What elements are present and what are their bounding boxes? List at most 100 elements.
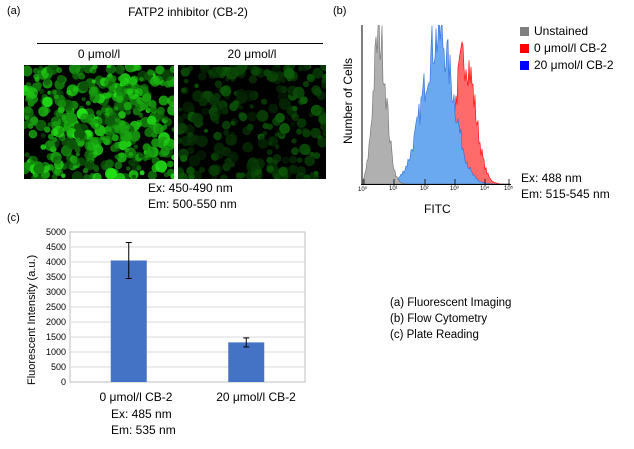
figure-key: (a) Fluorescent Imaging (b) Flow Cytomet… xyxy=(390,295,511,343)
cell xyxy=(74,128,86,140)
cell xyxy=(300,96,308,105)
cell xyxy=(71,171,83,179)
panel-b-ex: Ex: 488 nm xyxy=(521,171,582,185)
cell xyxy=(100,134,106,141)
cell xyxy=(182,101,195,114)
cell xyxy=(262,122,269,129)
cell xyxy=(56,74,66,84)
cell xyxy=(303,174,310,179)
cell xyxy=(196,150,207,161)
bar-category-0: 0 μmol/l CB-2 xyxy=(99,390,173,404)
cell xyxy=(142,143,151,152)
cell xyxy=(279,76,287,83)
cell xyxy=(42,96,53,108)
legend-item-unstained: Unstained xyxy=(520,24,588,38)
panel-c-ex: Ex: 485 nm xyxy=(111,407,172,421)
cell xyxy=(296,118,307,128)
cell xyxy=(207,69,213,75)
cell xyxy=(53,125,65,138)
cell xyxy=(309,151,315,157)
cell xyxy=(266,156,274,164)
cell xyxy=(114,124,124,134)
cell xyxy=(191,112,204,125)
flow-legend: Unstained 0 μmol/l CB-2 20 μmol/l CB-2 xyxy=(520,24,630,84)
cell xyxy=(108,85,116,93)
cell xyxy=(75,137,81,143)
cell xyxy=(272,154,282,163)
cell xyxy=(263,69,272,77)
cell xyxy=(133,144,139,149)
cell xyxy=(277,91,289,102)
cell xyxy=(313,152,321,159)
cell xyxy=(194,83,199,89)
cell xyxy=(291,105,298,112)
cell xyxy=(130,139,136,145)
y-tick-label: 5000 xyxy=(46,227,66,237)
cell xyxy=(214,80,223,88)
cell xyxy=(142,104,149,110)
y-tick-label: 1000 xyxy=(46,347,66,357)
cell xyxy=(180,67,191,77)
cell xyxy=(26,87,38,99)
cell xyxy=(131,174,137,179)
y-tick-label: 2000 xyxy=(46,317,66,327)
cell xyxy=(167,104,174,116)
cell xyxy=(128,76,138,86)
cell xyxy=(322,130,326,137)
y-tick-label: 0 xyxy=(61,377,66,386)
cell xyxy=(40,144,47,150)
y-tick-label: 3000 xyxy=(46,287,66,297)
cell xyxy=(98,114,109,126)
cell xyxy=(312,67,324,79)
cell xyxy=(306,73,314,81)
flow-cytometry-plot xyxy=(361,6,511,185)
cell xyxy=(33,67,39,74)
legend-item-20-umol: 20 μmol/l CB-2 xyxy=(520,58,614,72)
cell xyxy=(87,153,93,160)
cell xyxy=(146,115,157,126)
cell xyxy=(268,103,279,114)
cell xyxy=(248,75,258,84)
cell xyxy=(289,164,299,175)
cell xyxy=(190,134,198,142)
flow-tick-5: 10⁵ xyxy=(504,186,514,192)
cell xyxy=(27,123,34,129)
cell xyxy=(291,147,299,156)
cell xyxy=(242,142,253,153)
cell xyxy=(88,117,96,126)
cell xyxy=(131,162,141,172)
cell xyxy=(171,154,174,160)
cell xyxy=(320,65,326,72)
cell xyxy=(47,122,52,127)
cell xyxy=(261,98,268,105)
cell xyxy=(163,172,169,178)
legend-label: Unstained xyxy=(534,24,589,38)
cell xyxy=(272,116,282,126)
cell xyxy=(292,86,305,99)
cell xyxy=(229,102,239,112)
cell xyxy=(82,167,89,174)
cell xyxy=(140,118,147,125)
cell xyxy=(89,92,101,103)
cell xyxy=(220,85,232,97)
panel-b-em: Em: 515-545 nm xyxy=(521,187,610,201)
cell xyxy=(267,136,279,147)
cell xyxy=(152,123,164,135)
cell xyxy=(171,127,174,132)
cell xyxy=(247,111,257,122)
panel-a-label: (a) xyxy=(7,5,21,17)
cell xyxy=(105,65,116,75)
cell xyxy=(249,104,254,109)
cell xyxy=(169,95,174,102)
cell xyxy=(100,104,112,116)
cell xyxy=(178,107,183,112)
cell xyxy=(282,156,290,165)
cell xyxy=(40,133,46,138)
cell xyxy=(89,66,97,74)
cell xyxy=(219,174,228,179)
cell xyxy=(96,110,103,116)
cell xyxy=(114,172,126,179)
cell xyxy=(138,112,144,118)
cell xyxy=(147,69,154,76)
cell xyxy=(199,65,210,74)
